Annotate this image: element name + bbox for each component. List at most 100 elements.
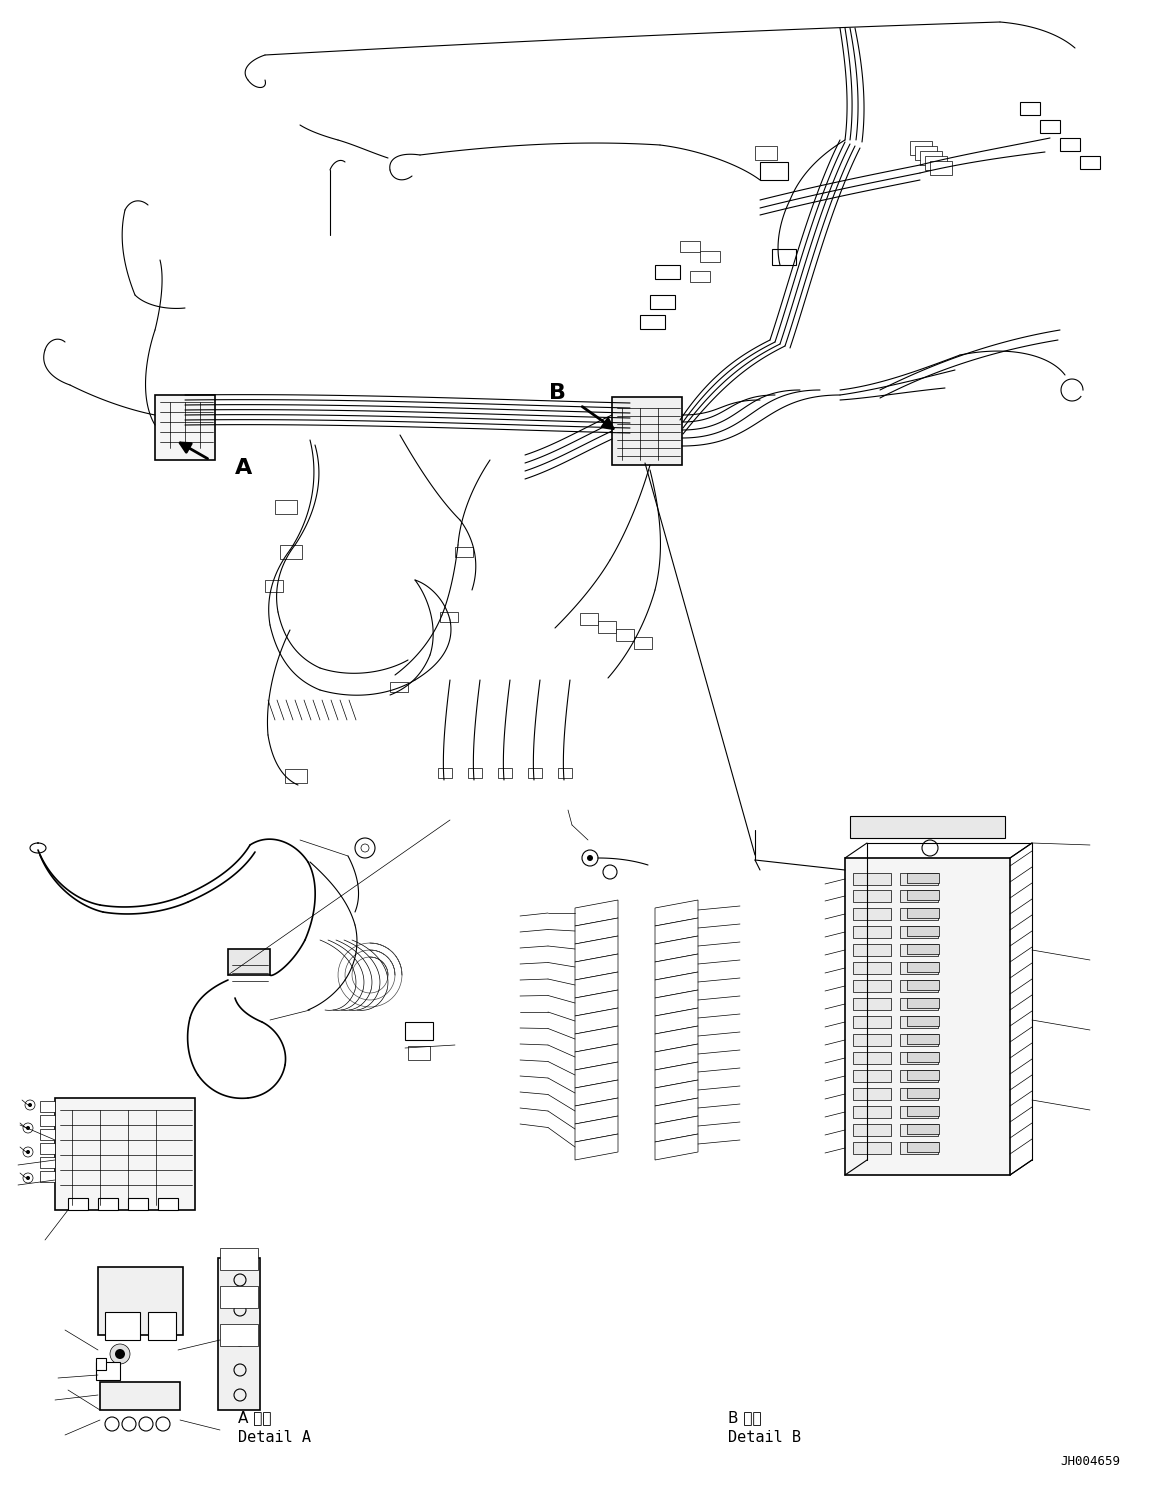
Bar [900,926,939,937]
Bar [900,1123,939,1135]
Bar [907,1106,939,1116]
Polygon shape [575,936,618,963]
Bar [98,1198,117,1210]
Bar [158,1198,178,1210]
Polygon shape [655,1116,698,1141]
Bar [612,397,682,464]
Bar [900,1106,939,1117]
Bar [907,890,939,900]
Bar [40,1143,55,1155]
Bar [217,1257,261,1411]
Bar [1080,156,1100,170]
Polygon shape [655,900,698,926]
Bar [616,629,634,641]
Polygon shape [575,1062,618,1088]
Polygon shape [575,1007,618,1034]
Polygon shape [655,1045,698,1070]
Bar [920,150,942,165]
Bar [67,1198,88,1210]
Bar [900,908,939,920]
Bar [907,873,939,882]
Bar [907,998,939,1007]
Circle shape [587,856,593,862]
Circle shape [26,1150,30,1155]
Bar [850,815,1005,838]
Bar [228,949,270,975]
Bar [220,1324,258,1347]
Polygon shape [575,972,618,998]
Bar [528,768,542,778]
Bar [900,943,939,955]
Text: A: A [235,458,252,478]
Polygon shape [655,1098,698,1123]
Bar [907,1141,939,1152]
Bar [852,1123,891,1135]
Bar [852,981,891,992]
Bar [925,156,947,170]
Bar [900,873,939,885]
Bar [915,146,937,161]
Bar [852,873,891,885]
Polygon shape [575,990,618,1016]
Bar [907,1088,939,1098]
Polygon shape [655,1062,698,1088]
Bar [852,1106,891,1117]
Bar [580,613,598,625]
Polygon shape [655,936,698,963]
Bar [280,545,302,559]
Circle shape [26,1176,30,1180]
Bar [755,146,777,161]
Text: JH004659: JH004659 [1059,1455,1120,1469]
Bar [900,1034,939,1046]
Bar [634,637,652,649]
Bar [852,1034,891,1046]
Bar [852,890,891,902]
Polygon shape [575,1080,618,1106]
Bar [1059,138,1080,150]
Polygon shape [575,954,618,981]
Polygon shape [655,1134,698,1161]
Bar [598,620,616,632]
Polygon shape [575,1134,618,1161]
Bar [640,315,665,329]
Bar [900,890,939,902]
Bar [930,161,952,176]
Polygon shape [655,972,698,998]
Bar [1020,103,1040,115]
Circle shape [110,1344,130,1364]
Polygon shape [575,900,618,926]
Bar [468,768,481,778]
Bar [1040,121,1059,132]
Text: B 詳細: B 詳細 [728,1411,762,1426]
Bar [900,963,939,975]
Polygon shape [655,1007,698,1034]
Bar [438,768,452,778]
Circle shape [28,1103,33,1107]
Bar [148,1312,176,1341]
Bar [852,1088,891,1100]
Bar [907,1123,939,1134]
Bar [852,1016,891,1028]
Bar [852,908,891,920]
Text: A 詳細: A 詳細 [238,1411,271,1426]
Bar [105,1312,140,1341]
Bar [852,1070,891,1082]
Bar [405,1022,433,1040]
Polygon shape [655,954,698,981]
Bar [455,548,473,557]
Circle shape [26,1126,30,1129]
Bar [390,682,408,692]
Bar [97,1359,106,1370]
Bar [680,241,700,251]
Circle shape [115,1350,124,1359]
Bar [128,1198,148,1210]
Bar [907,1052,939,1062]
Bar [265,580,283,592]
Bar [650,295,675,310]
Bar [852,943,891,955]
Bar [907,908,939,918]
Bar [40,1158,55,1168]
Bar [907,926,939,936]
Bar [900,998,939,1010]
Bar [558,768,572,778]
